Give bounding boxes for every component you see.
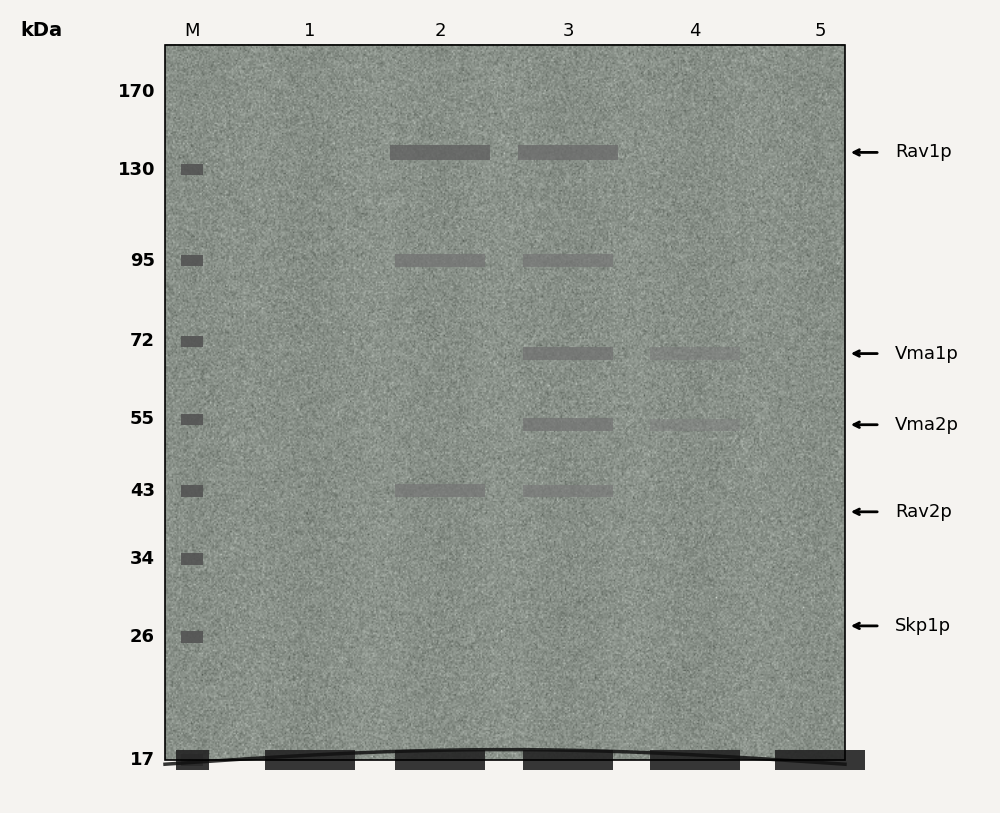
Bar (650, 347, 740, 359)
Bar (518, 145, 618, 159)
Bar (181, 554, 203, 565)
Text: 55: 55 (130, 411, 155, 428)
Text: 170: 170 (118, 83, 155, 101)
Text: kDa: kDa (20, 21, 62, 41)
Text: 26: 26 (130, 628, 155, 646)
Text: 4: 4 (689, 22, 701, 40)
Bar (165, 45, 845, 760)
Bar (775, 750, 865, 770)
Text: 2: 2 (434, 22, 446, 40)
Bar (523, 485, 613, 497)
Bar (395, 254, 485, 267)
Bar (523, 254, 613, 267)
Bar (181, 255, 203, 267)
Text: 17: 17 (130, 751, 155, 769)
Text: 1: 1 (304, 22, 316, 40)
Text: Rav1p: Rav1p (895, 143, 952, 162)
Text: 5: 5 (814, 22, 826, 40)
Text: M: M (184, 22, 200, 40)
Text: Vma1p: Vma1p (895, 345, 959, 363)
Bar (181, 164, 203, 176)
Bar (181, 754, 203, 766)
Text: Rav2p: Rav2p (895, 502, 952, 521)
Text: Vma2p: Vma2p (895, 415, 959, 433)
Text: 95: 95 (130, 252, 155, 270)
Bar (650, 419, 740, 431)
Bar (395, 750, 485, 770)
Text: 34: 34 (130, 550, 155, 568)
Bar (390, 145, 490, 159)
Text: 130: 130 (118, 161, 155, 179)
Bar (181, 631, 203, 642)
Bar (265, 750, 355, 770)
Bar (176, 750, 208, 770)
Bar (650, 750, 740, 770)
Bar (181, 485, 203, 497)
Text: 43: 43 (130, 482, 155, 500)
Bar (181, 414, 203, 425)
Bar (395, 485, 485, 498)
Text: 72: 72 (130, 333, 155, 350)
Bar (523, 418, 613, 431)
Text: 3: 3 (562, 22, 574, 40)
Bar (181, 336, 203, 347)
Bar (523, 750, 613, 770)
Bar (523, 347, 613, 360)
Text: Skp1p: Skp1p (895, 617, 951, 635)
